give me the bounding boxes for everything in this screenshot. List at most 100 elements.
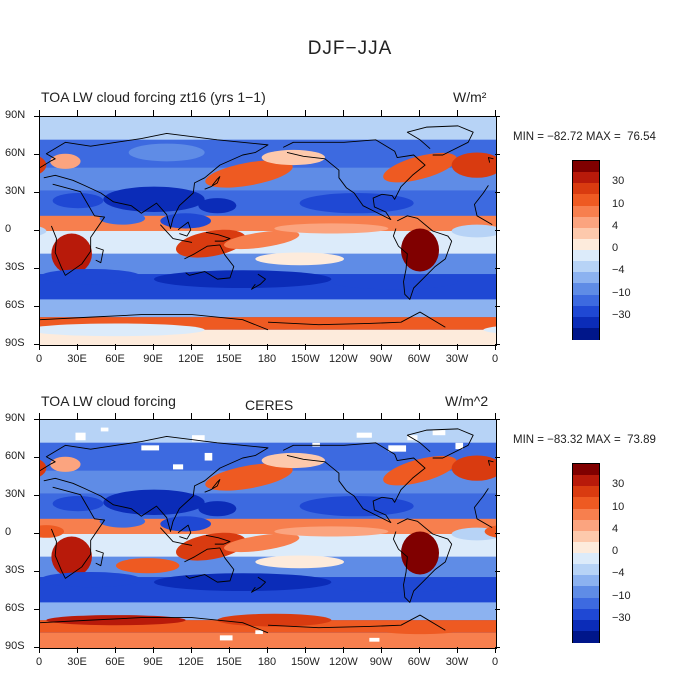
colorbar-swatch — [573, 586, 599, 598]
lat-tick-mark — [495, 230, 500, 231]
panel2-field — [40, 420, 496, 648]
colorbar-swatch — [573, 250, 599, 262]
lon-tick-mark — [343, 344, 344, 350]
field-region — [261, 149, 325, 166]
lon-tick-label: 30E — [67, 353, 87, 365]
lon-tick-mark — [419, 413, 420, 419]
lon-tick-mark — [457, 413, 458, 419]
lon-tick-label: 0 — [491, 656, 499, 668]
lat-tick-label: 60N — [5, 147, 26, 159]
lat-tick-mark — [495, 457, 500, 458]
field-region — [299, 193, 414, 214]
colorbar-label: 10 — [612, 500, 625, 513]
coastline — [51, 487, 104, 578]
lon-tick-mark — [495, 647, 496, 653]
lat-tick-mark — [495, 495, 500, 496]
field-region — [154, 270, 332, 288]
lon-tick-mark — [495, 344, 496, 350]
colorbar-swatch — [573, 486, 599, 498]
lon-tick-label: 90W — [369, 656, 393, 668]
coastline — [268, 312, 445, 327]
colorbar-swatch — [573, 216, 599, 229]
colorbar-swatch — [573, 608, 599, 621]
field-region — [383, 455, 457, 486]
lon-tick-mark — [495, 413, 496, 419]
field-region — [274, 223, 389, 234]
coastline — [407, 429, 473, 458]
colorbar-label: 0 — [612, 242, 619, 254]
figure-title: DJF−JJA — [307, 38, 393, 59]
field-region — [484, 525, 496, 538]
field-region — [103, 186, 205, 212]
lat-tick-mark — [495, 647, 500, 648]
lon-tick-mark — [229, 110, 230, 116]
field-band — [40, 420, 496, 443]
lon-tick-mark — [343, 110, 344, 116]
missing-data-patch — [100, 427, 109, 432]
lat-tick-mark — [495, 571, 500, 572]
field-region — [198, 198, 237, 214]
field-region — [99, 515, 146, 528]
lon-tick-mark — [39, 413, 40, 419]
field-region — [52, 496, 104, 512]
coastline — [160, 528, 192, 546]
field-region — [176, 229, 246, 258]
lat-tick-mark — [34, 344, 39, 345]
lon-tick-mark — [39, 647, 40, 653]
colorbar-swatch — [573, 597, 599, 610]
lon-tick-label: 120E — [178, 656, 204, 668]
coastline — [206, 232, 230, 241]
lon-tick-label: 180 — [257, 353, 277, 365]
field-band — [40, 299, 496, 318]
lon-tick-mark — [419, 344, 420, 350]
colorbar-swatch — [573, 564, 599, 576]
field-region — [103, 489, 205, 515]
coastline — [206, 535, 230, 544]
lat-tick-label: 90N — [5, 412, 26, 424]
field-region — [46, 615, 186, 626]
field-region — [51, 536, 92, 578]
lon-tick-label: 90E — [143, 353, 163, 365]
panel1-title: TOA LW cloud forcing zt16 (yrs 1−1) — [41, 89, 266, 105]
field-region — [274, 526, 389, 537]
lon-tick-label: 90E — [143, 656, 163, 668]
lon-tick-label: 150W — [291, 656, 320, 668]
lon-tick-mark — [153, 413, 154, 419]
lat-tick-mark — [34, 457, 39, 458]
lat-tick-mark — [495, 609, 500, 610]
panel2-center-title: CERES — [245, 397, 294, 413]
lon-tick-mark — [153, 647, 154, 653]
coastline — [407, 126, 473, 155]
lat-tick-label: 30N — [5, 185, 26, 197]
lon-tick-label: 60E — [105, 353, 125, 365]
colorbar-label: −30 — [612, 308, 631, 321]
missing-data-patch — [356, 432, 372, 438]
field-region — [217, 613, 332, 627]
field-region — [99, 212, 146, 225]
colorbar-swatch — [573, 553, 599, 565]
lon-tick-mark — [229, 344, 230, 350]
lon-tick-mark — [343, 413, 344, 419]
field-region — [369, 621, 471, 635]
lat-tick-mark — [34, 116, 39, 117]
lon-tick-label: 30W — [445, 656, 469, 668]
coastline — [40, 133, 268, 228]
lat-tick-mark — [34, 647, 39, 648]
lon-tick-label: 150W — [291, 353, 320, 365]
lat-tick-mark — [34, 306, 39, 307]
missing-data-patch — [75, 432, 86, 441]
missing-data-patch — [219, 635, 233, 641]
lon-tick-mark — [343, 647, 344, 653]
lon-tick-mark — [115, 344, 116, 350]
field-region — [224, 533, 300, 553]
lat-tick-mark — [34, 154, 39, 155]
panel2-title: TOA LW cloud forcing — [41, 393, 176, 409]
colorbar-swatch — [573, 238, 599, 251]
lon-tick-mark — [77, 344, 78, 350]
field-region — [40, 156, 47, 174]
colorbar-swatch — [573, 305, 599, 318]
lon-tick-mark — [77, 647, 78, 653]
colorbar-swatch — [573, 619, 599, 632]
lat-tick-mark — [34, 533, 39, 534]
lat-tick-mark — [495, 116, 500, 117]
